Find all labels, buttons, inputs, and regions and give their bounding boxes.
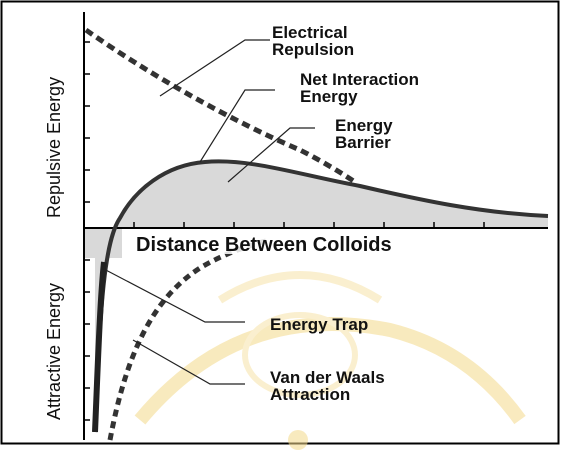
trap-fill (84, 228, 122, 258)
leader-trap (101, 267, 245, 323)
label-energy-barrier: Energy Barrier (335, 116, 397, 152)
y-axis-label-repulsive: Repulsive Energy (44, 77, 64, 218)
watermark-seal (134, 271, 526, 450)
x-axis-label-bg (132, 232, 550, 254)
leader-net (199, 89, 275, 163)
leader-barrier (227, 127, 315, 183)
x-axis-label: Distance Between Colloids (136, 234, 392, 256)
leader-vdw (132, 339, 245, 385)
label-electrical-repulsion: Electrical Repulsion (272, 23, 354, 59)
x-axis-ticks (133, 222, 485, 228)
frame-border (0, 0, 560, 445)
label-van-der-waals: Van der Waals Attraction (270, 368, 389, 404)
y-axis-ticks (84, 41, 90, 421)
leader-lines (101, 39, 315, 385)
net-energy-fill (95, 161, 548, 432)
label-energy-trap: Energy Trap (270, 315, 368, 334)
energy-trap-curve (92, 261, 107, 433)
leader-electrical (159, 39, 270, 97)
y-axis-label-attractive: Attractive Energy (44, 283, 64, 420)
electrical-repulsion-curve (84, 27, 357, 185)
label-net-interaction: Net Interaction Energy (300, 70, 424, 106)
